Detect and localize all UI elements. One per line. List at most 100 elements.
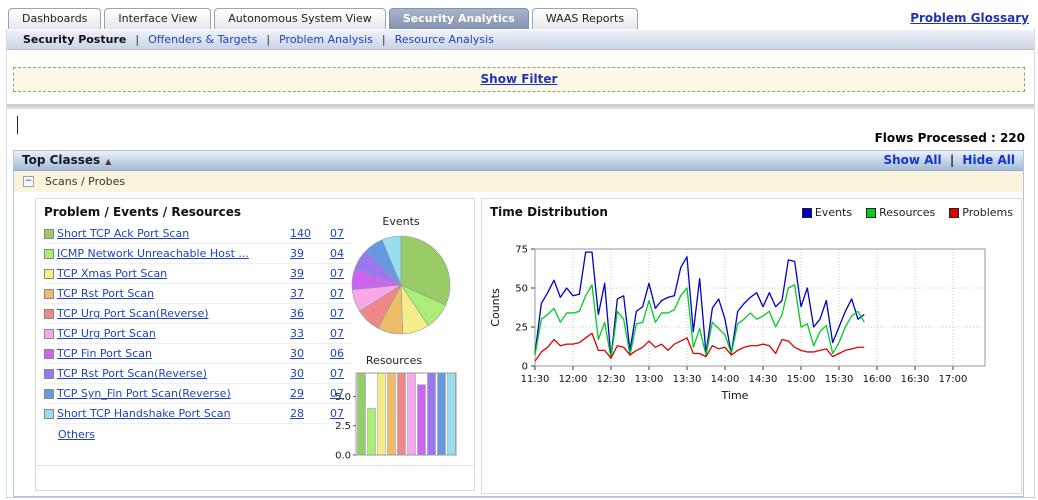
problem-link[interactable]: Short TCP Ack Port Scan	[57, 227, 190, 240]
subnav-problem-analysis[interactable]: Problem Analysis	[279, 33, 373, 46]
subnav-offenders-targets[interactable]: Offenders & Targets	[148, 33, 258, 46]
events-count-link[interactable]: 30	[290, 347, 304, 360]
resource-bar	[377, 372, 386, 456]
problem-link[interactable]: TCP Urg Port Scan(Reverse)	[57, 307, 209, 320]
problem-color-swatch	[44, 248, 54, 259]
subnav-security-posture[interactable]: Security Posture	[23, 33, 127, 46]
events-count-link[interactable]: 36	[290, 307, 304, 320]
svg-text:14:00: 14:00	[711, 374, 740, 385]
problem-link[interactable]: Short TCP Handshake Port Scan	[57, 407, 231, 420]
resources-count-link[interactable]: 07	[330, 307, 344, 320]
problems-series-line	[534, 332, 865, 362]
pie-slice	[400, 235, 451, 306]
problem-row: TCP Rst Port Scan(Reverse) 30 07	[44, 364, 352, 384]
problem-link[interactable]: TCP Syn_Fin Port Scan(Reverse)	[57, 387, 231, 400]
events-count-link[interactable]: 33	[290, 327, 304, 340]
events-count-link[interactable]: 28	[290, 407, 304, 420]
header-links: Show All | Hide All	[883, 151, 1015, 170]
svg-text:25: 25	[515, 323, 528, 334]
problems-table: Short TCP Ack Port Scan 140 07 ICMP Network…	[44, 224, 352, 444]
svg-text:5.0: 5.0	[335, 392, 351, 403]
problem-glossary-link[interactable]: Problem Glossary	[910, 11, 1029, 25]
problem-color-swatch	[44, 268, 54, 279]
resources-count-link[interactable]: 07	[330, 287, 344, 300]
section-divider	[7, 104, 1034, 109]
others-link[interactable]: Others	[58, 427, 95, 441]
problem-link[interactable]: TCP Fin Port Scan	[57, 347, 152, 360]
resource-bar	[357, 372, 366, 456]
subnav-separator: |	[381, 33, 386, 46]
resources-bar-title: Resources	[365, 354, 423, 367]
subnav-resource-analysis[interactable]: Resource Analysis	[394, 33, 494, 46]
problem-link[interactable]: TCP Rst Port Scan(Reverse)	[57, 367, 207, 380]
problem-link[interactable]: ICMP Network Unreachable Host ...	[57, 247, 249, 260]
problem-color-swatch	[44, 328, 54, 339]
resource-bar	[367, 407, 376, 456]
tab-waas-reports[interactable]: WAAS Reports	[531, 8, 639, 29]
sort-up-icon[interactable]: ▲	[105, 157, 112, 166]
svg-text:17:00: 17:00	[939, 374, 968, 385]
events-count-link[interactable]: 37	[290, 287, 304, 300]
events-count-link[interactable]: 29	[290, 387, 304, 400]
problem-color-swatch	[44, 288, 54, 299]
svg-text:Counts: Counts	[489, 288, 502, 327]
hide-all-link[interactable]: Hide All	[962, 153, 1015, 167]
resources-count-link[interactable]: 07	[330, 407, 344, 420]
tab-security-analytics[interactable]: Security Analytics	[388, 8, 529, 29]
tab-dashboards[interactable]: Dashboards	[8, 8, 102, 29]
resources-bar-chart: 0.0 2.5 5.0	[335, 372, 457, 462]
problem-row: TCP Fin Port Scan 30 06	[44, 344, 352, 364]
svg-text:15:30: 15:30	[825, 374, 854, 385]
problem-link[interactable]: TCP Xmas Port Scan	[57, 267, 168, 280]
text-cursor	[17, 116, 18, 134]
svg-text:50: 50	[515, 284, 528, 295]
resources-count-link[interactable]: 04	[330, 247, 344, 260]
events-count-link[interactable]: 140	[290, 227, 311, 240]
main-tab-bar: Dashboards Interface View Autonomous Sys…	[8, 7, 639, 29]
svg-text:0.0: 0.0	[335, 451, 351, 462]
problem-color-swatch	[44, 388, 54, 399]
others-divider	[36, 465, 474, 466]
resources-count-link[interactable]: 07	[330, 367, 344, 380]
events-legend-label: Events	[814, 206, 853, 219]
resources-count-link[interactable]: 06	[330, 347, 344, 360]
events-count-link[interactable]: 39	[290, 267, 304, 280]
resources-legend-swatch	[866, 207, 877, 218]
resources-count-link[interactable]: 07	[330, 227, 344, 240]
events-pie-title: Events	[382, 215, 420, 228]
tab-autonomous-system-view[interactable]: Autonomous System View	[214, 8, 386, 29]
svg-text:13:30: 13:30	[673, 374, 702, 385]
filter-band: Show Filter	[13, 67, 1025, 92]
time-distribution-panel: Time Distribution Events Resources Probl…	[481, 198, 1022, 494]
svg-text:75: 75	[515, 245, 528, 256]
problem-row: TCP Xmas Port Scan 39 07	[44, 264, 352, 284]
resource-bar	[437, 372, 446, 456]
collapse-icon[interactable]: −	[23, 176, 34, 187]
problem-link[interactable]: TCP Urg Port Scan	[57, 327, 156, 340]
resource-bar	[417, 384, 426, 456]
resources-count-link[interactable]: 07	[330, 267, 344, 280]
resource-bar	[447, 372, 456, 456]
tab-interface-view[interactable]: Interface View	[104, 8, 212, 29]
svg-text:0: 0	[522, 362, 528, 373]
problem-color-swatch	[44, 368, 54, 379]
class-row-scans-probes: − Scans / Probes	[14, 171, 1023, 192]
others-row: Others	[44, 424, 352, 444]
events-count-link[interactable]: 39	[290, 247, 304, 260]
resource-bar	[427, 372, 436, 456]
svg-text:15:00: 15:00	[787, 374, 816, 385]
svg-text:16:30: 16:30	[901, 374, 930, 385]
events-legend-swatch	[801, 207, 812, 218]
resources-count-link[interactable]: 07	[330, 387, 344, 400]
svg-text:12:30: 12:30	[597, 374, 626, 385]
show-all-link[interactable]: Show All	[883, 153, 942, 167]
pie-slice	[381, 235, 402, 286]
top-classes-title: Top Classes	[22, 153, 101, 167]
events-count-link[interactable]: 30	[290, 367, 304, 380]
resources-count-link[interactable]: 07	[330, 327, 344, 340]
problem-link[interactable]: TCP Rst Port Scan	[57, 287, 155, 300]
svg-text:13:00: 13:00	[635, 374, 664, 385]
resource-bar	[397, 372, 406, 456]
show-filter-link[interactable]: Show Filter	[480, 72, 558, 86]
